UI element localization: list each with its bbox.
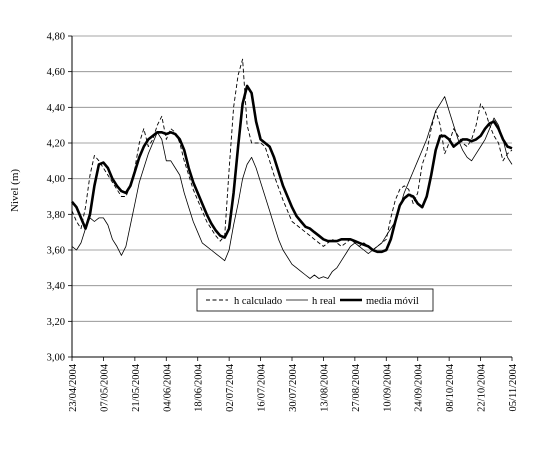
legend: h calculado h real media móvil xyxy=(196,288,434,312)
x-tick-label: 21/05/2004 xyxy=(131,363,142,412)
legend-label: media móvil xyxy=(366,296,419,307)
x-tick-label: 05/11/2004 xyxy=(508,363,519,411)
legend-label: h calculado xyxy=(234,296,282,307)
legend-box xyxy=(196,288,434,312)
y-tick-label: 4,00 xyxy=(47,174,65,185)
x-tick-label: 07/05/2004 xyxy=(99,363,110,412)
x-tick-label: 24/09/2004 xyxy=(414,363,425,412)
legend-label: h real xyxy=(312,296,336,307)
x-tick-label: 02/07/2004 xyxy=(225,363,236,412)
series-line-media-móvil xyxy=(71,84,513,254)
y-tick-label: 4,40 xyxy=(47,103,65,114)
y-axis-ticks: 3,00 3,20 3,40 3,60 3,80 4,00 4,20 4,40 4,60 4,80 xyxy=(47,32,72,364)
x-tick-label: 22/10/2004 xyxy=(477,363,488,412)
grid-lines xyxy=(72,35,512,322)
y-tick-label: 3,60 xyxy=(47,246,65,257)
y-tick-label: 3,40 xyxy=(47,281,65,292)
y-tick-label: 4,20 xyxy=(47,139,65,150)
y-tick-label: 4,60 xyxy=(47,67,65,78)
series-line-h-real xyxy=(71,96,513,279)
x-tick-label: 04/06/2004 xyxy=(162,363,173,412)
y-axis-title: Nivel (m) xyxy=(9,169,21,212)
x-tick-label: 16/07/2004 xyxy=(257,363,268,412)
series-lines xyxy=(71,58,513,279)
y-tick-label: 4,80 xyxy=(47,32,65,43)
y-tick-label: 3,00 xyxy=(47,353,65,364)
x-tick-label: 23/04/2004 xyxy=(68,363,79,412)
x-tick-label: 27/08/2004 xyxy=(351,363,362,412)
y-tick-label: 3,80 xyxy=(47,210,65,221)
x-axis-ticks: 23/04/2004 07/05/2004 21/05/2004 04/06/2004… xyxy=(68,357,519,412)
x-tick-label: 18/06/2004 xyxy=(194,363,205,412)
y-tick-label: 3,20 xyxy=(47,317,65,328)
x-tick-label: 08/10/2004 xyxy=(445,363,456,412)
x-tick-label: 30/07/2004 xyxy=(288,363,299,412)
x-tick-label: 10/09/2004 xyxy=(382,363,393,412)
series-line-h-calculado xyxy=(71,58,513,251)
x-tick-label: 13/08/2004 xyxy=(319,363,330,412)
